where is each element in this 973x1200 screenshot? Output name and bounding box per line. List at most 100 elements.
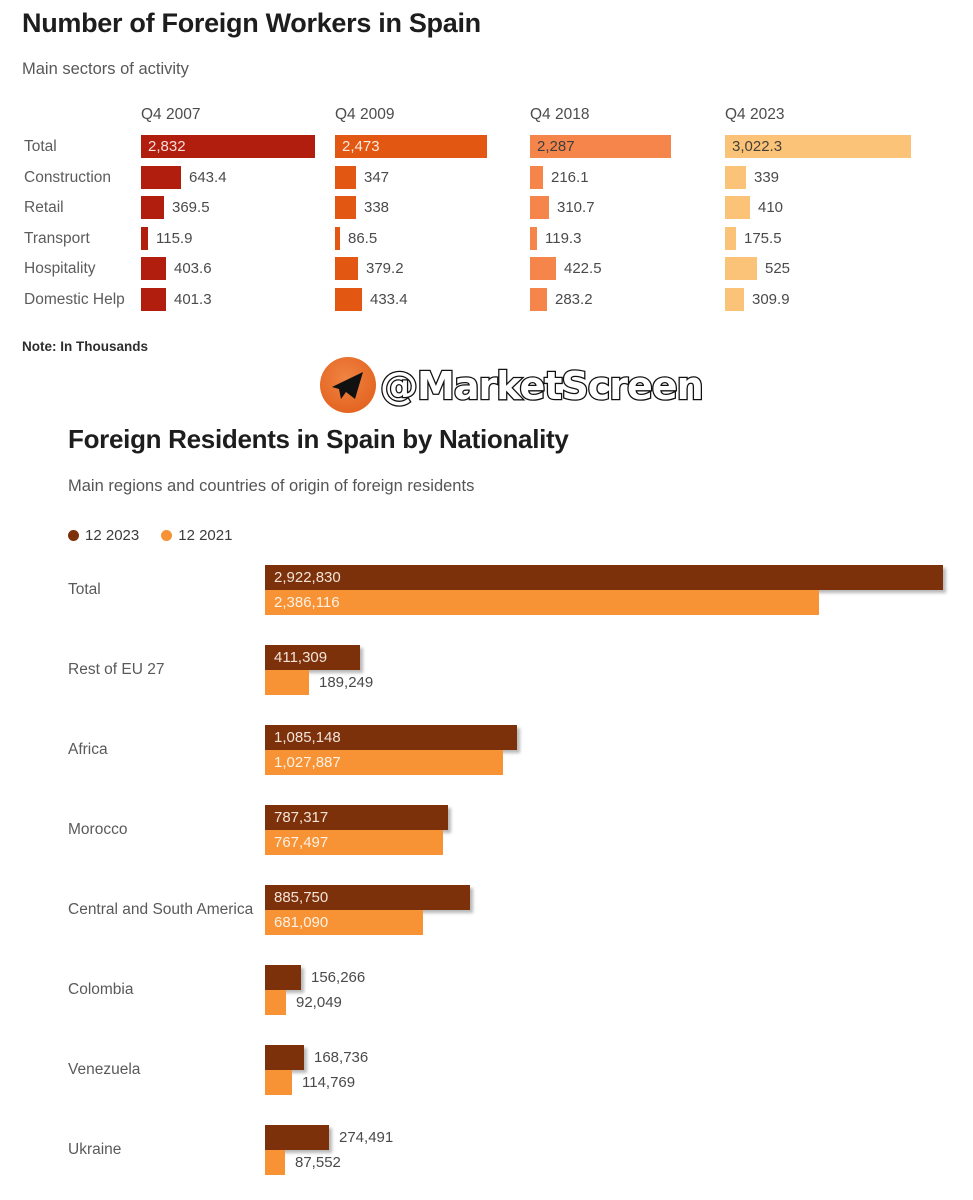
bar-value-label: 379.2	[366, 260, 404, 277]
watermark-handle: @MarketScreen	[380, 364, 703, 408]
row-label: Construction	[24, 168, 112, 186]
bar	[265, 750, 503, 775]
bar	[265, 965, 301, 990]
legend-label-12-2023: 12 2023	[85, 527, 140, 544]
bar	[265, 805, 448, 830]
row-label: Hospitality	[24, 260, 96, 277]
bar	[335, 135, 487, 158]
bar	[265, 1045, 304, 1070]
row-label: Retail	[24, 199, 64, 216]
bar	[335, 287, 362, 311]
bar	[335, 196, 356, 219]
group-label: Ukraine	[68, 1141, 122, 1158]
bar-value-label: 433.4	[370, 290, 408, 308]
bar	[265, 645, 360, 670]
bar-value-label: 2,922,830	[274, 569, 341, 586]
bar	[265, 670, 309, 695]
bar	[725, 226, 736, 250]
chart2-subtitle: Main regions and countries of origin of …	[68, 477, 475, 495]
bar-value-label: 92,049	[296, 994, 342, 1011]
group-label: Rest of EU 27	[68, 661, 165, 678]
bar	[265, 990, 286, 1015]
bar-value-label: 2,473	[342, 138, 380, 155]
bar	[265, 1070, 292, 1095]
bar	[141, 226, 148, 250]
bar	[530, 257, 556, 280]
group-label: Africa	[68, 741, 108, 758]
bar	[530, 165, 543, 189]
column-header: Q4 2018	[530, 106, 590, 123]
bar-value-label: 422.5	[564, 260, 602, 277]
bar-value-label: 119.3	[545, 229, 582, 247]
bar-value-label: 2,287	[537, 138, 575, 155]
bar	[141, 135, 315, 158]
bar-value-label: 401.3	[174, 290, 212, 308]
legend-label-12-2021: 12 2021	[178, 527, 233, 544]
bar	[265, 885, 470, 910]
bar	[265, 910, 423, 935]
bar	[141, 287, 166, 311]
chart2-legend: 12 2023 12 2021	[68, 527, 232, 544]
row-label: Total	[24, 138, 57, 155]
chart2-title: Foreign Residents in Spain by Nationalit…	[68, 424, 569, 454]
bar-value-label: 681,090	[274, 914, 329, 931]
bar-value-label: 168,736	[314, 1049, 369, 1066]
group-label: Central and South America	[68, 901, 254, 918]
bar	[265, 830, 443, 855]
legend-dot-12-2021	[161, 530, 173, 541]
bar	[265, 565, 943, 590]
bar	[265, 590, 819, 615]
chart1-subtitle: Main sectors of activity	[22, 60, 189, 78]
bar	[725, 196, 750, 219]
bar-value-label: 115.9	[156, 229, 193, 247]
chart1-note: Note: In Thousands	[22, 339, 148, 354]
bar-value-label: 787,317	[274, 809, 329, 826]
bar-value-label: 309.9	[752, 290, 790, 308]
bar-value-label: 2,386,116	[274, 594, 340, 611]
legend-dot-12-2023	[68, 530, 79, 541]
bar-value-label: 767,497	[274, 834, 329, 851]
bar-value-label: 283.2	[555, 290, 593, 308]
bar	[265, 725, 517, 750]
bar-value-label: 403.6	[174, 260, 212, 277]
bar	[141, 196, 164, 219]
column-header: Q4 2023	[725, 106, 785, 123]
group-label: Venezuela	[68, 1061, 141, 1078]
bar	[530, 135, 671, 158]
group-label: Colombia	[68, 981, 134, 998]
column-header: Q4 2007	[141, 106, 201, 123]
legend-item-12-2021: 12 2021	[161, 527, 232, 544]
bar	[530, 226, 537, 250]
bar	[725, 257, 757, 280]
bar	[335, 257, 358, 280]
bar-value-label: 310.7	[557, 199, 595, 216]
bar-value-label: 885,750	[274, 889, 329, 906]
bar	[335, 226, 340, 250]
column-header: Q4 2009	[335, 106, 395, 123]
bar-value-label: 2,832	[148, 138, 186, 155]
bar	[530, 196, 549, 219]
bar-value-label: 189,249	[319, 674, 374, 691]
bar	[725, 287, 744, 311]
bar-value-label: 175.5	[744, 229, 782, 247]
row-label: Transport	[24, 229, 90, 247]
watermark: @MarketScreen	[320, 357, 705, 413]
legend-item-12-2023: 12 2023	[68, 527, 139, 544]
bar	[335, 165, 356, 189]
group-label: Morocco	[68, 821, 128, 838]
bar	[141, 257, 166, 280]
row-label: Domestic Help	[24, 290, 125, 308]
bar-value-label: 525	[765, 260, 791, 277]
bar-value-label: 274,491	[339, 1129, 394, 1146]
bar-value-label: 87,552	[295, 1154, 341, 1171]
bar-value-label: 216.1	[551, 168, 589, 186]
bar-value-label: 3,022.3	[732, 138, 783, 155]
bar-value-label: 369.5	[172, 199, 210, 216]
bar-value-label: 156,266	[311, 969, 366, 986]
chart1-title: Number of Foreign Workers in Spain	[22, 8, 481, 38]
bar-value-label: 86.5	[348, 229, 378, 247]
bar-value-label: 1,085,148	[274, 729, 341, 746]
group-label: Total	[68, 581, 101, 598]
bar	[725, 135, 911, 158]
bar-value-label: 643.4	[189, 168, 227, 186]
